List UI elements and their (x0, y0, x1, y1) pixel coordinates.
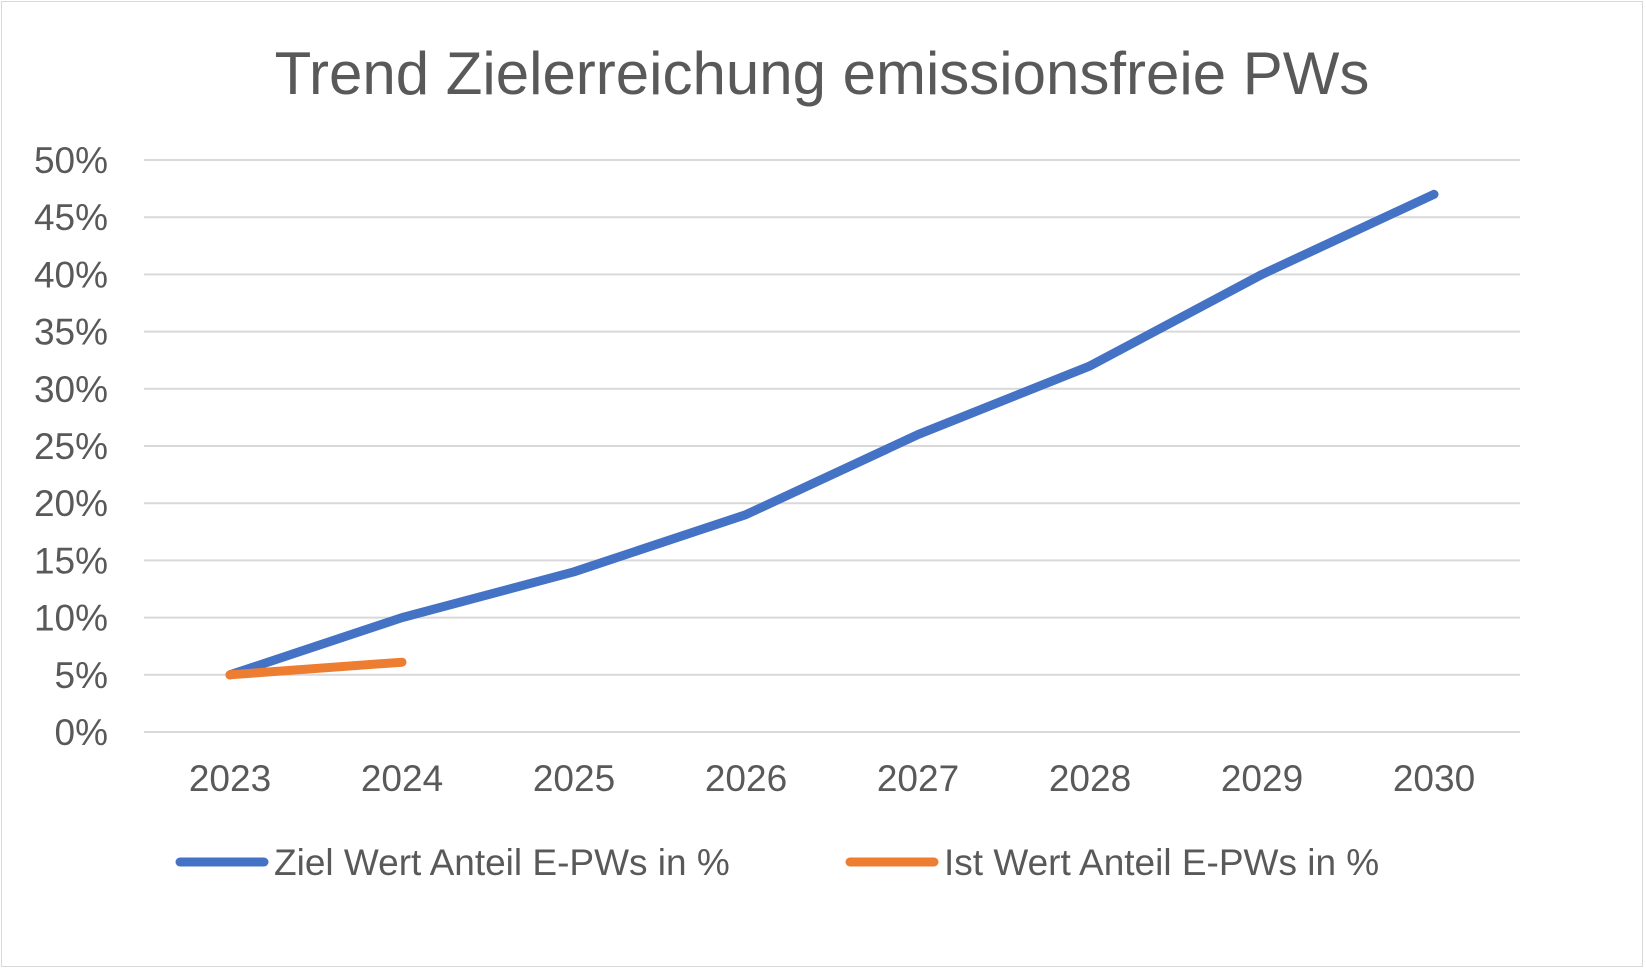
x-tick-label: 2025 (533, 758, 615, 799)
y-tick-label: 0% (55, 712, 108, 753)
y-tick-label: 5% (55, 655, 108, 696)
x-tick-label: 2023 (189, 758, 271, 799)
y-tick-label: 40% (34, 254, 108, 295)
y-tick-label: 45% (34, 197, 108, 238)
x-tick-label: 2030 (1393, 758, 1475, 799)
series-line-2 (225, 657, 407, 680)
x-axis-tick-labels: 2023 2024 2025 2026 2027 2028 2029 2030 (189, 758, 1475, 799)
y-tick-label: 20% (34, 483, 108, 524)
legend-label-1: Ziel Wert Anteil E-PWs in % (274, 842, 730, 883)
legend: Ziel Wert Anteil E-PWs in % Ist Wert Ante… (175, 842, 1379, 883)
y-tick-label: 25% (34, 426, 108, 467)
y-tick-label: 10% (34, 598, 108, 639)
gridlines (144, 159, 1520, 733)
y-tick-label: 30% (34, 369, 108, 410)
series-line-1 (225, 189, 1439, 680)
x-tick-label: 2027 (877, 758, 959, 799)
x-tick-label: 2024 (361, 758, 443, 799)
y-tick-label: 50% (34, 140, 108, 181)
chart-title: Trend Zielerreichung emissionsfreie PWs (275, 40, 1370, 107)
x-tick-label: 2026 (705, 758, 787, 799)
legend-label-2: Ist Wert Anteil E-PWs in % (944, 842, 1379, 883)
x-tick-label: 2028 (1049, 758, 1131, 799)
y-tick-label: 15% (34, 540, 108, 581)
y-axis-tick-labels: 0% 5% 10% 15% 20% 25% 30% 35% 40% 45% 50% (34, 140, 108, 753)
x-tick-label: 2029 (1221, 758, 1303, 799)
series-lines (225, 189, 1439, 680)
y-tick-label: 35% (34, 312, 108, 353)
